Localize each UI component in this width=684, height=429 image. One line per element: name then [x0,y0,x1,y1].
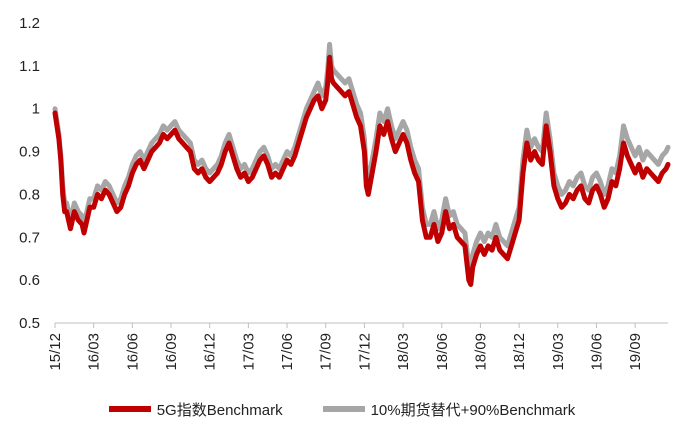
legend-swatch-futures [322,406,365,412]
x-tick-label: 18/12 [511,333,528,371]
legend: 5G指数Benchmark 10%期货替代+90%Benchmark [0,397,684,421]
x-tick-label: 19/09 [627,333,644,371]
series-line-5g [52,54,671,287]
y-tick-label: 0.7 [19,229,40,246]
legend-label-5g: 5G指数Benchmark [156,401,283,419]
x-tick-label: 15/12 [47,333,64,371]
series-layer [52,41,671,287]
y-axis: 0.5 0.6 0.7 0.8 0.9 1 1.1 1.2 [19,15,40,332]
y-tick-label: 0.5 [19,315,40,332]
y-tick-label: 0.8 [19,186,40,203]
x-tick-label: 18/03 [395,333,412,371]
x-tick-label: 17/03 [240,333,257,371]
series-line-futures [52,41,671,275]
x-tick-label: 19/06 [588,333,605,371]
legend-swatch-5g [108,406,151,412]
x-tick-label: 19/03 [550,333,567,371]
x-tick-label: 17/12 [356,333,373,371]
legend-entry-5g: 5G指数Benchmark [108,399,283,420]
x-tick-label: 17/06 [279,333,296,371]
x-tick-label: 17/09 [318,333,335,371]
chart: 0.5 0.6 0.7 0.8 0.9 1 1.1 1.2 15/12 16/03 16/06 16… [19,15,671,371]
x-axis: 15/12 16/03 16/06 16/09 16/12 17/03 17/06 17/09… [47,323,644,371]
x-tick-label: 16/06 [124,333,141,371]
y-tick-label: 1 [32,101,40,118]
y-tick-label: 0.9 [19,144,40,161]
y-tick-label: 0.6 [19,272,40,289]
x-tick-label: 18/06 [434,333,451,371]
legend-label-futures: 10%期货替代+90%Benchmark [370,401,576,419]
legend-entry-futures: 10%期货替代+90%Benchmark [322,399,576,420]
y-tick-label: 1.1 [19,58,40,75]
x-tick-label: 16/03 [86,333,103,371]
y-tick-label: 1.2 [19,15,40,32]
x-tick-label: 16/09 [163,333,180,371]
x-tick-label: 16/12 [202,333,219,371]
x-tick-label: 18/09 [472,333,489,371]
